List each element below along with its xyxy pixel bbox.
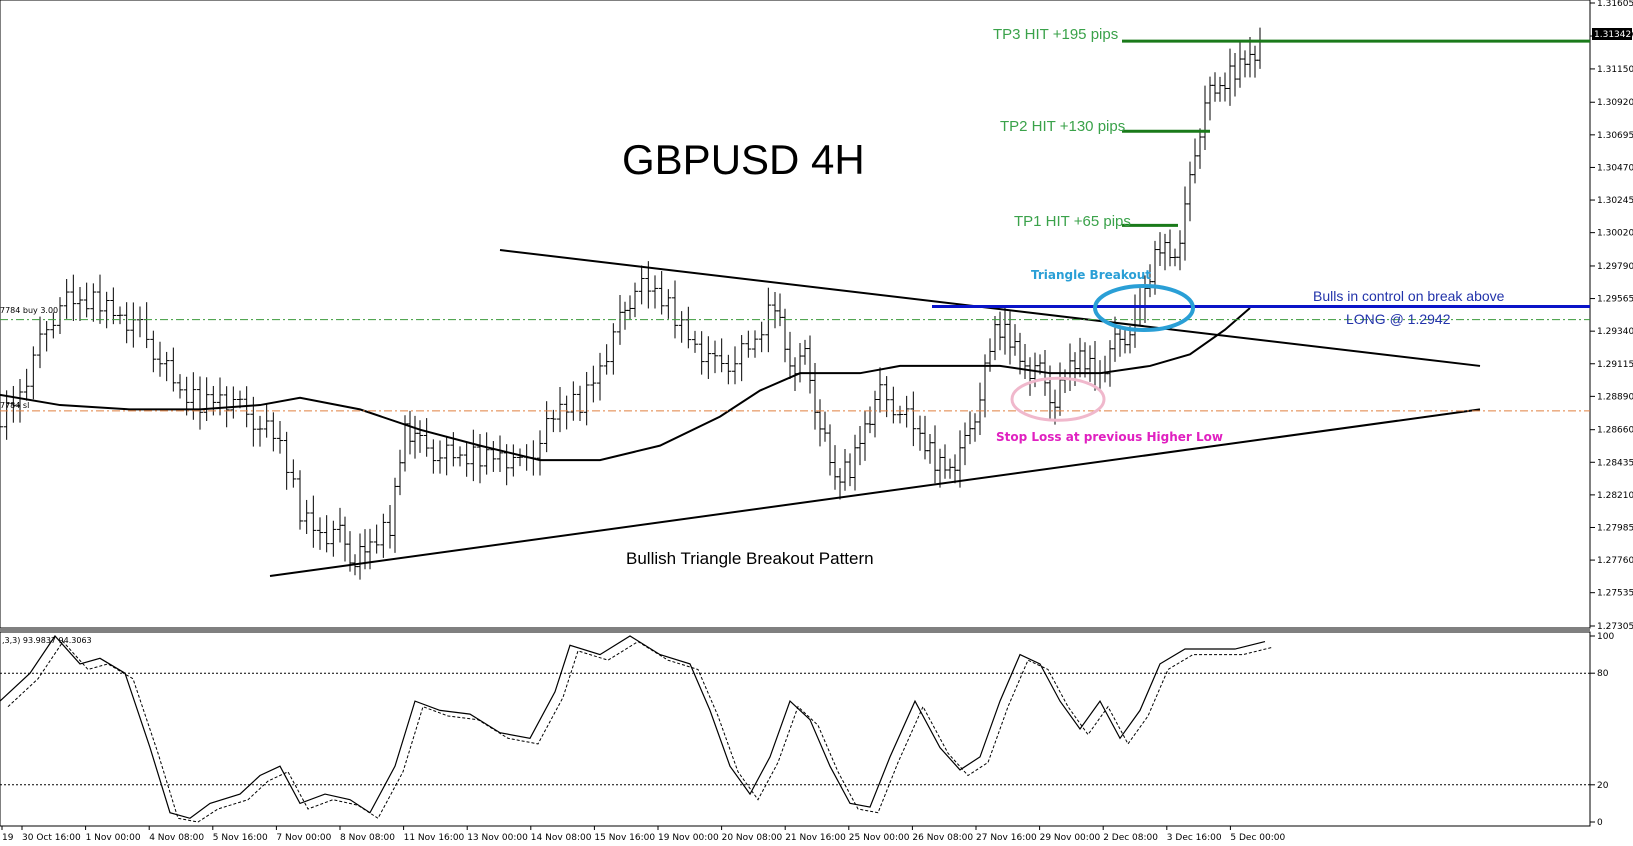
- bulls-label: Bulls in control on break above: [1313, 288, 1505, 304]
- x-tick-label: 21 Nov 16:00: [785, 833, 846, 843]
- stop-loss-label: Stop Loss at previous Higher Low: [996, 430, 1223, 444]
- x-tick-label: 8 Nov 08:00: [340, 833, 395, 843]
- y-tick-label: 1.30695: [1597, 131, 1633, 141]
- x-tick-label: 19: [2, 833, 14, 843]
- x-tick-label: 3 Dec 16:00: [1167, 833, 1222, 843]
- y-tick-label: 1.28435: [1597, 458, 1633, 468]
- y-tick-label: 1.28660: [1597, 426, 1633, 436]
- x-tick-label: 15 Nov 16:00: [594, 833, 655, 843]
- oscillator-tick-label: 0: [1597, 818, 1603, 828]
- pattern-label: Bullish Triangle Breakout Pattern: [626, 549, 874, 568]
- chart-title: GBPUSD 4H: [622, 136, 865, 183]
- y-axis-ticks: 1.316051.313771.311501.309201.306951.304…: [1590, 0, 1633, 632]
- long-label: LONG @ 1.2942: [1346, 311, 1451, 327]
- candles-layer: [0, 27, 1263, 580]
- oscillator-signal-line: [7, 640, 1274, 823]
- x-tick-label: 30 Oct 16:00: [22, 833, 81, 843]
- x-tick-label: 29 Nov 00:00: [1040, 833, 1101, 843]
- y-tick-label: 1.28210: [1597, 491, 1633, 501]
- y-tick-label: 1.30020: [1597, 229, 1633, 239]
- y-tick-label: 1.27305: [1597, 622, 1633, 632]
- y-tick-label: 1.27985: [1597, 523, 1633, 533]
- x-tick-label: 25 Nov 00:00: [849, 833, 910, 843]
- x-tick-label: 4 Nov 08:00: [149, 833, 204, 843]
- x-tick-label: 26 Nov 08:00: [912, 833, 973, 843]
- y-tick-label: 1.27535: [1597, 589, 1633, 599]
- x-tick-label: 7 Nov 00:00: [276, 833, 331, 843]
- tp1-label: TP1 HIT +65 pips: [1014, 213, 1131, 230]
- tp2-label: TP2 HIT +130 pips: [1000, 118, 1125, 135]
- oscillator-layer: 100 80 20 0: [0, 632, 1614, 828]
- stop-order-label: 7784 sl: [0, 401, 29, 410]
- annotation-layer: [0, 39, 1590, 578]
- y-tick-label: 1.31605: [1597, 0, 1633, 9]
- current-price: 1.31342: [1594, 30, 1631, 40]
- order-label: 7784 buy 3.00: [0, 306, 58, 315]
- main-plot-frame: [0, 0, 1591, 629]
- x-axis-ticks: 19 30 Oct 16:00 1 Nov 00:00 4 Nov 08:00 5 No…: [1, 826, 1285, 843]
- breakout-label: Triangle Breakout: [1031, 268, 1151, 282]
- x-tick-label: 2 Dec 08:00: [1103, 833, 1158, 843]
- breakout-ellipse: [1093, 283, 1195, 332]
- stop-loss-ellipse: [1010, 376, 1106, 422]
- x-tick-label: 11 Nov 16:00: [404, 833, 465, 843]
- oscillator-frame: [0, 631, 1591, 827]
- tp3-label: TP3 HIT +195 pips: [993, 26, 1118, 43]
- oscillator-tick-label: 100: [1597, 632, 1614, 642]
- x-tick-label: 14 Nov 08:00: [531, 833, 592, 843]
- current-price-box: [1592, 28, 1632, 40]
- y-tick-label: 1.29565: [1597, 295, 1633, 305]
- y-tick-label: 1.28890: [1597, 392, 1633, 402]
- y-tick-label: 1.30920: [1597, 98, 1633, 108]
- x-tick-label: 13 Nov 00:00: [467, 833, 528, 843]
- x-tick-label: 5 Nov 16:00: [213, 833, 268, 843]
- oscillator-label: ,3,3) 93.9837 94.3063: [2, 636, 92, 645]
- x-tick-label: 27 Nov 16:00: [976, 833, 1037, 843]
- triangle-lower-trendline: [269, 408, 1481, 578]
- oscillator-main-line: [0, 635, 1266, 819]
- x-tick-label: 1 Nov 00:00: [86, 833, 141, 843]
- oscillator-tick-label: 20: [1597, 781, 1609, 791]
- y-tick-label: 1.29790: [1597, 262, 1633, 272]
- y-tick-label: 1.31150: [1597, 65, 1633, 75]
- y-tick-label: 1.29340: [1597, 327, 1633, 337]
- x-tick-label: 5 Dec 00:00: [1230, 833, 1285, 843]
- y-tick-label: 1.29115: [1597, 360, 1633, 370]
- x-tick-label: 20 Nov 08:00: [722, 833, 783, 843]
- y-tick-label: 1.30245: [1597, 196, 1633, 206]
- oscillator-tick-label: 80: [1597, 669, 1609, 679]
- y-tick-label: 1.27760: [1597, 556, 1633, 566]
- y-tick-label: 1.30470: [1597, 163, 1633, 173]
- x-tick-label: 19 Nov 00:00: [658, 833, 719, 843]
